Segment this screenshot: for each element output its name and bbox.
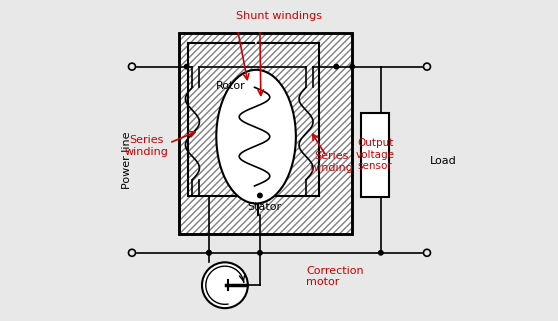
- Bar: [361, 113, 389, 197]
- Text: Stator: Stator: [248, 202, 282, 212]
- Circle shape: [128, 249, 136, 256]
- Text: Output
voltage
sensor: Output voltage sensor: [355, 138, 395, 171]
- Bar: [179, 33, 352, 234]
- Circle shape: [207, 251, 211, 255]
- Text: Load: Load: [430, 155, 457, 166]
- Text: Rotor: Rotor: [216, 81, 246, 91]
- Circle shape: [202, 262, 248, 308]
- Circle shape: [424, 63, 430, 70]
- Text: Power line: Power line: [122, 132, 132, 189]
- Text: Series
winding: Series winding: [124, 135, 168, 157]
- Text: Correction
motor: Correction motor: [306, 266, 364, 287]
- Circle shape: [424, 249, 430, 256]
- Circle shape: [128, 63, 136, 70]
- Bar: [179, 33, 352, 234]
- Text: Series
winding: Series winding: [310, 151, 353, 173]
- Circle shape: [185, 65, 189, 69]
- Text: Shunt windings: Shunt windings: [236, 11, 322, 21]
- Circle shape: [350, 65, 354, 69]
- Circle shape: [258, 193, 262, 198]
- Circle shape: [334, 65, 339, 69]
- Ellipse shape: [217, 70, 296, 204]
- Circle shape: [258, 251, 262, 255]
- Circle shape: [207, 251, 211, 255]
- Circle shape: [379, 251, 383, 255]
